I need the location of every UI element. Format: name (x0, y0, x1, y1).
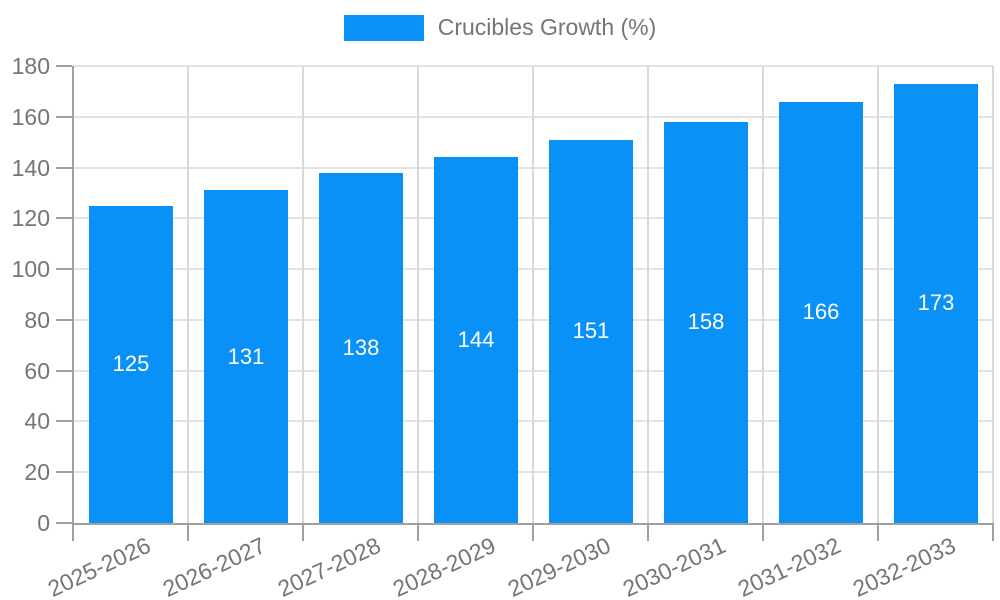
bar-value-label: 138 (342, 335, 380, 360)
y-tick-mark (56, 65, 72, 67)
x-axis-line (72, 523, 994, 525)
y-tick-label: 180 (11, 53, 50, 79)
x-tick-mark (72, 525, 74, 541)
x-tick-mark (187, 525, 189, 541)
x-tick-mark (992, 525, 994, 541)
y-tick-mark (56, 471, 72, 473)
y-tick-mark (56, 116, 72, 118)
bar (549, 140, 633, 523)
legend-swatch (343, 14, 424, 41)
bar-value-label: 131 (227, 344, 265, 369)
y-tick-mark (56, 370, 72, 372)
v-gridline (992, 66, 994, 523)
y-tick-mark (56, 167, 72, 169)
v-gridline (647, 66, 649, 523)
bar (89, 206, 173, 523)
bar-value-label: 166 (802, 299, 840, 324)
x-tick-mark (302, 525, 304, 541)
y-tick-label: 120 (11, 205, 50, 231)
bar (434, 157, 518, 523)
bar (894, 84, 978, 523)
y-tick-mark (56, 522, 72, 524)
y-tick-label: 100 (11, 256, 50, 282)
bar-value-label: 125 (112, 351, 150, 376)
y-tick-label: 140 (11, 155, 50, 181)
y-tick-label: 20 (24, 459, 50, 485)
y-tick-mark (56, 268, 72, 270)
legend: Crucibles Growth (%) (0, 14, 1000, 41)
v-gridline (762, 66, 764, 523)
y-tick-label: 60 (24, 358, 50, 384)
y-tick-mark (56, 217, 72, 219)
v-gridline (302, 66, 304, 523)
bar (779, 102, 863, 523)
bar (204, 190, 288, 523)
y-tick-mark (56, 420, 72, 422)
bar (319, 173, 403, 523)
v-gridline (532, 66, 534, 523)
bar-value-label: 173 (917, 290, 955, 315)
x-tick-mark (762, 525, 764, 541)
y-tick-label: 0 (37, 510, 50, 536)
y-tick-label: 40 (24, 408, 50, 434)
v-gridline (187, 66, 189, 523)
x-tick-mark (877, 525, 879, 541)
bar-value-label: 144 (457, 327, 495, 352)
y-axis-line (72, 66, 74, 525)
v-gridline (877, 66, 879, 523)
bar (664, 122, 748, 523)
x-tick-mark (532, 525, 534, 541)
bar-value-label: 151 (572, 318, 610, 343)
v-gridline (417, 66, 419, 523)
legend-label: Crucibles Growth (%) (437, 14, 657, 40)
x-tick-mark (417, 525, 419, 541)
x-tick-mark (647, 525, 649, 541)
bar-value-label: 158 (687, 309, 725, 334)
y-tick-label: 160 (11, 104, 50, 130)
y-tick-mark (56, 319, 72, 321)
y-tick-label: 80 (24, 307, 50, 333)
